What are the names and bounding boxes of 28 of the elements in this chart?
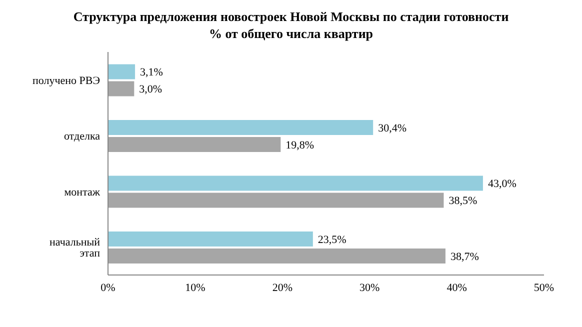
data-label: 43,0% (488, 178, 516, 190)
data-label: 38,7% (450, 250, 479, 263)
y-tick-label: получено РВЭ (32, 74, 100, 87)
x-tick-label: 50% (534, 282, 554, 294)
chart-title: Структура предложения новостроек Новой Москвы по стадии готовности (72, 8, 510, 25)
x-tick-label: 10% (185, 282, 206, 294)
bar (108, 232, 313, 247)
data-label: 30,4% (378, 122, 407, 134)
data-label: 3,1% (140, 66, 163, 79)
chart-subtitle: % от общего числа квартир (208, 25, 374, 42)
data-label: 38,5% (448, 195, 478, 208)
y-tick-label: начальный этап (49, 236, 100, 260)
x-tick-label: 20% (272, 282, 292, 294)
bar (108, 192, 444, 208)
x-tick-label: 40% (446, 282, 467, 294)
bar (108, 248, 446, 264)
data-label: 3,0% (139, 84, 162, 96)
bar (108, 176, 483, 191)
bar (108, 137, 281, 152)
bar (108, 120, 374, 136)
bar (108, 64, 136, 80)
data-label: 23,5% (318, 234, 346, 246)
x-tick-label: 0% (100, 282, 116, 294)
data-label: 19,8% (286, 139, 314, 152)
x-tick-label: 30% (360, 282, 380, 294)
y-tick-label: отделка (64, 130, 100, 143)
bar (108, 81, 134, 96)
y-tick-label: монтаж (64, 186, 100, 198)
